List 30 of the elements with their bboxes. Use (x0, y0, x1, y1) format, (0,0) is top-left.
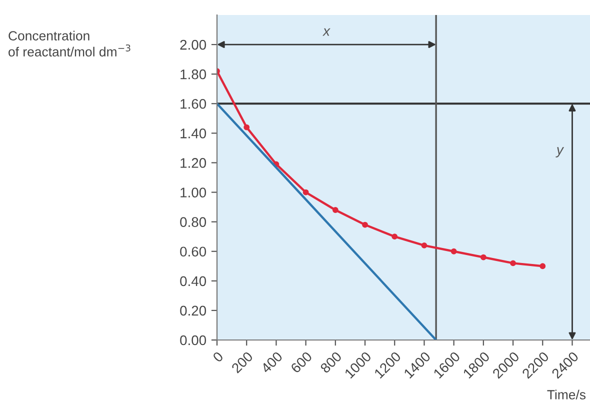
point (392, 234, 398, 240)
y-tick-label: 1.80 (180, 69, 206, 80)
y-tick-label: 0.40 (180, 276, 206, 286)
point (332, 207, 338, 213)
y-tick-label: 1.20 (180, 158, 206, 168)
y-tick-label: 0.60 (180, 246, 206, 257)
y-tick-label: 0.00 (180, 335, 206, 346)
y-tick-label: 0.80 (180, 217, 206, 227)
point (362, 222, 368, 228)
point (540, 263, 546, 270)
x-tick-label: 800 (320, 351, 342, 374)
annotation: x (322, 28, 330, 36)
point (244, 124, 250, 130)
x-tick-label: 200 (230, 351, 254, 374)
y-tick-label: 1.00 (180, 188, 206, 198)
y-tick-label: 2.00 (180, 40, 206, 50)
x-tick-label: 600 (290, 351, 313, 374)
x-tick-label: 400 (260, 351, 284, 374)
point (450, 248, 457, 254)
point (421, 242, 428, 248)
point (480, 254, 486, 260)
point (510, 260, 516, 266)
point (302, 189, 309, 196)
annotation: y (556, 147, 564, 158)
y-tick-label: 1.60 (180, 98, 206, 109)
y-tick-label: 1.40 (180, 128, 206, 138)
y-axis-title: Concentration of reactant/mol dm$^{−3}$ (8, 30, 130, 57)
x-axis-title: Time/s (547, 390, 586, 400)
y-tick-label: 0.20 (180, 306, 206, 316)
x-tick-label: 0 (212, 351, 224, 363)
